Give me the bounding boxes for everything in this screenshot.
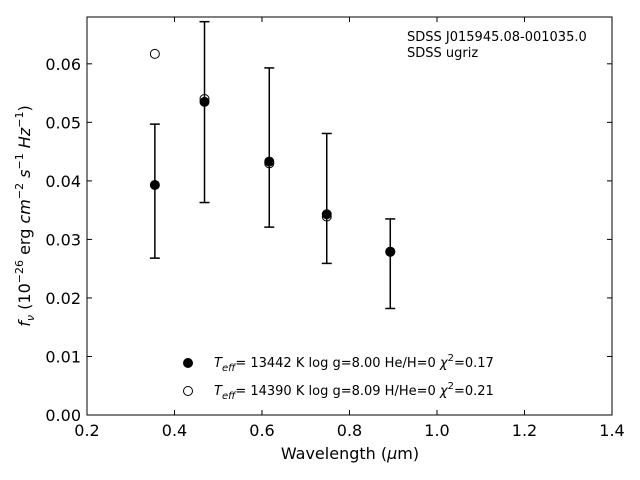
x-axis-ticks: 0.2 0.4 0.6 0.8 1.0 1.2 1.4	[74, 17, 625, 440]
y-axis-label: fν (10−26 erg cm−2 s−1 Hz−1)	[13, 105, 37, 326]
legend-marker-open	[183, 386, 193, 396]
y-tick-label: 0.02	[45, 289, 81, 308]
point-filled	[321, 209, 332, 220]
data-points	[149, 48, 396, 257]
y-tick-label: 0.00	[45, 406, 81, 425]
point-filled	[199, 96, 210, 107]
point-open	[199, 93, 210, 104]
x-tick-label: 0.2	[74, 421, 99, 440]
x-tick-label: 0.4	[162, 421, 187, 440]
y-tick-label: 0.04	[45, 172, 81, 191]
x-tick-label: 1.2	[512, 421, 537, 440]
y-tick-label: 0.06	[45, 55, 81, 74]
error-bars	[149, 20, 396, 310]
x-tick-label: 1.0	[424, 421, 449, 440]
x-tick-label: 0.8	[337, 421, 362, 440]
y-tick-label: 0.05	[45, 113, 81, 132]
y-axis-ticks: 0.00 0.01 0.02 0.03 0.04 0.05 0.06	[45, 55, 612, 425]
legend-entry-1: Teff= 13442 K log g=8.00 He/H=0 χ2=0.17	[214, 353, 494, 374]
y-tick-label: 0.03	[45, 230, 81, 249]
point-open	[149, 48, 160, 59]
annotation-object-name: SDSS J015945.08-001035.0	[407, 30, 587, 45]
point-open	[321, 211, 332, 222]
legend-marker-filled	[183, 358, 193, 368]
point-open	[264, 158, 275, 169]
legend: Teff= 13442 K log g=8.00 He/H=0 χ2=0.17 …	[183, 353, 494, 402]
point-filled	[149, 179, 160, 190]
point-open	[385, 246, 396, 257]
x-axis-label: Wavelength (μm)	[281, 444, 419, 463]
x-tick-label: 0.6	[249, 421, 274, 440]
annotation-survey: SDSS ugriz	[407, 46, 478, 61]
x-tick-label: 1.4	[599, 421, 624, 440]
y-tick-label: 0.01	[45, 347, 81, 366]
legend-entry-2: Teff= 14390 K log g=8.09 H/He=0 χ2=0.21	[214, 381, 494, 402]
